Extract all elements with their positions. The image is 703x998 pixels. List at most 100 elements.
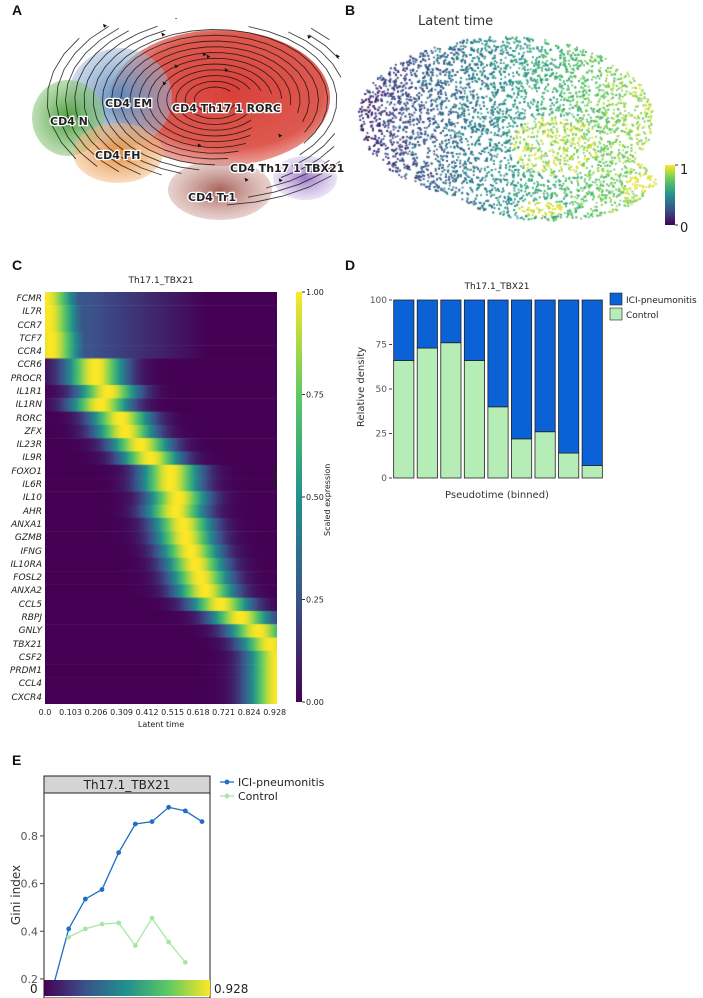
- latent-colorbar-min: 0: [680, 221, 688, 235]
- heatmap-x-tick: 0.412: [135, 708, 159, 717]
- bar-ici: [416, 299, 438, 349]
- bar-ici: [463, 299, 485, 361]
- gini-point: [99, 921, 105, 927]
- gene-label: IL10RA: [10, 559, 42, 570]
- gini-colorbar-min: 0: [30, 982, 38, 996]
- cluster-label-cd4-n: CD4 N: [50, 115, 88, 128]
- velocity-streamlines: [47, 18, 342, 206]
- gene-label: RORC: [16, 413, 42, 424]
- bar-ici: [558, 299, 580, 454]
- gini-point: [99, 887, 105, 892]
- cluster-labels: CD4 N CD4 EM CD4 Th17 1 RORC CD4 FH CD4 …: [49, 96, 346, 206]
- gene-label: ANXA1: [11, 519, 42, 530]
- heatmap-x-tick: 0.206: [84, 708, 108, 717]
- gene-label: CCR6: [17, 360, 42, 371]
- gini-point: [149, 915, 155, 921]
- gini-latent-colorbar: 0 0.928: [30, 980, 248, 996]
- gene-label: CCR4: [17, 347, 42, 358]
- gini-point: [82, 926, 88, 932]
- gini-legend-marker: [224, 779, 230, 785]
- gini-y-tick: 0.6: [21, 878, 39, 891]
- gene-label: IL7R: [22, 307, 42, 318]
- heatmap-x-tick: 0.618: [186, 708, 210, 717]
- gini-point: [199, 819, 205, 825]
- gini-point: [116, 920, 122, 926]
- heatmap-x-tick: 0.824: [237, 708, 261, 717]
- gene-label: CSF2: [18, 652, 42, 663]
- latent-colorbar-max: 1: [680, 163, 688, 178]
- panel-letter-b: B: [345, 2, 356, 18]
- gene-label: CXCR4: [11, 692, 42, 703]
- heatmap-x-tick: 0.721: [212, 708, 236, 717]
- gene-label: TCF7: [19, 333, 42, 344]
- bar-ici: [393, 299, 415, 361]
- gini-legend-label: Control: [238, 790, 278, 803]
- bar-y-tick: 100: [370, 296, 387, 306]
- gene-label: CCL5: [18, 599, 42, 610]
- cluster-th17-tbx21-region: [273, 156, 337, 200]
- gene-label: CCL4: [18, 679, 42, 690]
- bar-ici: [511, 299, 533, 440]
- gene-label: IL23R: [16, 440, 42, 451]
- cluster-label-cd4-fh: CD4 FH: [95, 149, 140, 162]
- latent-time-title: Latent time: [418, 14, 494, 29]
- bar-legend-label: Control: [626, 311, 659, 321]
- gini-point: [132, 943, 138, 948]
- gene-label: FOSL2: [13, 573, 42, 584]
- gini-strip-title: Th17.1_TBX21: [83, 778, 171, 792]
- gini-series-line: [68, 916, 186, 963]
- gini-point: [66, 934, 72, 940]
- heatmap-colorbar-tick: 0.25: [306, 596, 324, 605]
- heatmap-colorbar-tick: 0.00: [306, 698, 324, 707]
- gene-label: TBX21: [12, 639, 42, 650]
- gini-point: [166, 804, 172, 810]
- gini-point: [182, 808, 188, 814]
- heatmap-xlabel: Latent time: [137, 720, 185, 729]
- bar-ici: [581, 299, 603, 466]
- gini-y-tick: 0.8: [21, 830, 39, 843]
- cluster-tr1-region: [168, 160, 272, 220]
- gini-legend-marker: [224, 793, 230, 799]
- gene-label: FOXO1: [11, 466, 42, 477]
- bar-control: [463, 360, 485, 479]
- heatmap-colorbar-tick: 0.75: [306, 391, 324, 400]
- bar-control: [416, 347, 438, 479]
- bar-y-tick: 0: [381, 474, 387, 484]
- heatmap-ylabel: Genes: [270, 464, 279, 490]
- gini-colorbar-max: 0.928: [214, 982, 248, 996]
- gini-point: [66, 926, 72, 932]
- gini-line-chart: Th17.1_TBX21 Gini index 0.8 0.6 0.4 0.2 ICI…: [9, 775, 325, 998]
- gene-label: ANXA2: [11, 586, 42, 597]
- bar-ici: [534, 299, 556, 433]
- gene-label: GNLY: [18, 626, 42, 637]
- bar-y-tick: 25: [376, 430, 387, 440]
- bar-ici: [487, 299, 509, 408]
- gini-colorbar-gradient: [44, 980, 210, 996]
- latent-colorbar: 1 0: [665, 163, 688, 235]
- gini-point: [149, 819, 155, 825]
- gene-label: GZMB: [14, 533, 42, 544]
- bar-legend-swatch: [609, 307, 623, 321]
- gene-label: PRDM1: [9, 666, 42, 677]
- bar-legend-swatch: [609, 292, 623, 306]
- gini-plot-frame: [43, 792, 211, 998]
- gene-label: ZFX: [24, 426, 42, 437]
- latent-colorbar-gradient: [665, 165, 675, 225]
- bar-chart-title: Th17.1_TBX21: [463, 282, 529, 292]
- gene-heatmap: [45, 292, 277, 704]
- gini-ylabel: Gini index: [9, 865, 23, 925]
- bar-control: [393, 360, 415, 479]
- gini-point: [166, 939, 172, 945]
- panel-letter-c: C: [12, 257, 23, 273]
- gene-label: RBPJ: [21, 612, 42, 623]
- heatmap-x-tick: 0.0: [38, 708, 52, 717]
- gene-label: IFNG: [20, 546, 42, 557]
- heatmap-colorbar-gradient: [296, 292, 302, 702]
- gini-y-tick: 0.2: [21, 973, 39, 986]
- gini-series-line: [51, 806, 203, 991]
- cluster-label-cd4-th17-tbx21: CD4 Th17 1 TBX21: [230, 162, 344, 175]
- bar-chart-ylabel: Relative density: [356, 347, 367, 427]
- bar-control: [511, 438, 533, 479]
- gene-label: IL1R1: [16, 387, 42, 398]
- bar-y-tick: 50: [376, 385, 388, 395]
